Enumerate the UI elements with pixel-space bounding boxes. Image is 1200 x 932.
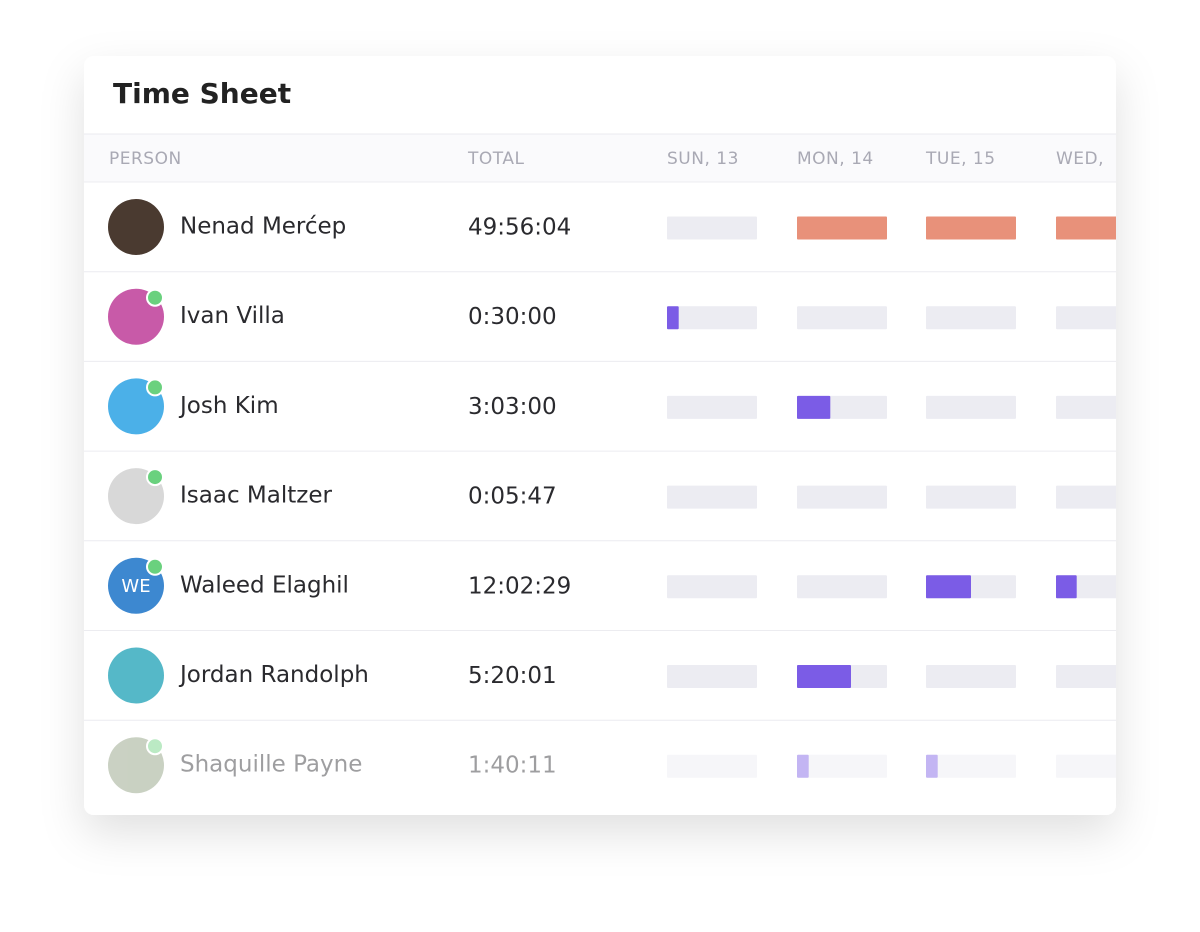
person-name: Isaac Maltzer	[180, 483, 332, 509]
day-track	[667, 485, 757, 509]
day-track	[926, 485, 1016, 509]
row: Josh Kim 3:03:00	[108, 378, 1116, 435]
day-track	[1056, 575, 1116, 599]
total-time: 3:03:00	[468, 394, 557, 420]
row: Nenad Merćep 49:56:04	[108, 199, 1116, 255]
day-bar	[797, 216, 887, 240]
card	[84, 56, 1116, 815]
person-name: Josh Kim	[178, 393, 279, 419]
day-track	[667, 306, 757, 330]
avatar-initials: WE	[121, 576, 150, 597]
avatar	[108, 199, 164, 255]
total-time: 12:02:29	[468, 573, 571, 599]
person-name: Ivan Villa	[180, 303, 285, 329]
day-track	[797, 306, 887, 330]
day-track	[1056, 395, 1116, 419]
column-header: PERSON	[109, 149, 182, 169]
day-bar	[1056, 575, 1077, 599]
day-track	[797, 754, 887, 778]
online-dot	[146, 288, 164, 307]
person-name: Jordan Randolph	[178, 662, 369, 688]
row: Isaac Maltzer 0:05:47	[108, 468, 1116, 525]
person-name: Nenad Merćep	[180, 214, 346, 240]
day-track	[667, 754, 757, 778]
day-track	[926, 754, 1016, 778]
day-bar	[926, 575, 971, 599]
total-time: 1:40:11	[468, 753, 557, 779]
day-bar	[1056, 216, 1116, 240]
column-header: SUN, 13	[667, 149, 739, 169]
online-dot	[146, 737, 164, 756]
day-track	[926, 395, 1016, 419]
header-row	[84, 134, 1116, 182]
avatar	[108, 647, 164, 704]
row: WE Waleed Elaghil 12:02:29	[108, 557, 1116, 614]
total-time: 49:56:04	[468, 215, 571, 241]
row: Jordan Randolph 5:20:01	[108, 647, 1116, 704]
day-track	[797, 575, 887, 599]
total-time: 0:30:00	[468, 304, 557, 330]
day-bar	[797, 395, 831, 419]
avatar	[108, 737, 164, 794]
title: Time Sheet	[113, 77, 291, 110]
day-track	[926, 665, 1016, 688]
day-track	[667, 395, 757, 419]
day-bar	[797, 754, 809, 778]
day-bar	[926, 216, 1016, 240]
person-name: Waleed Elaghil	[180, 572, 349, 598]
day-track	[1056, 485, 1116, 509]
day-bar	[797, 665, 851, 688]
total-time: 0:05:47	[468, 484, 557, 510]
day-bar	[926, 754, 938, 778]
online-dot	[146, 378, 164, 397]
day-track	[1056, 754, 1116, 778]
column-header: MON, 14	[797, 149, 874, 169]
row: Ivan Villa 0:30:00	[108, 288, 1116, 345]
day-bar	[667, 306, 679, 330]
day-track	[667, 665, 757, 688]
day-track	[667, 216, 757, 240]
column-header: WED,	[1056, 149, 1104, 169]
column-header: TOTAL	[467, 149, 524, 169]
day-track	[1056, 306, 1116, 330]
total-time: 5:20:01	[468, 663, 557, 689]
online-dot	[146, 557, 164, 576]
card-content: Time Sheet PERSON TOTAL SUN, 13 MON, 14 TUE,…	[84, 77, 1116, 794]
column-header: TUE, 15	[925, 149, 996, 169]
day-track	[797, 485, 887, 509]
online-dot	[146, 468, 164, 487]
day-track	[667, 575, 757, 599]
day-track	[926, 306, 1016, 330]
row: Shaquille Payne 1:40:11	[108, 737, 1116, 794]
person-name: Shaquille Payne	[180, 752, 362, 778]
day-track	[1056, 665, 1116, 688]
